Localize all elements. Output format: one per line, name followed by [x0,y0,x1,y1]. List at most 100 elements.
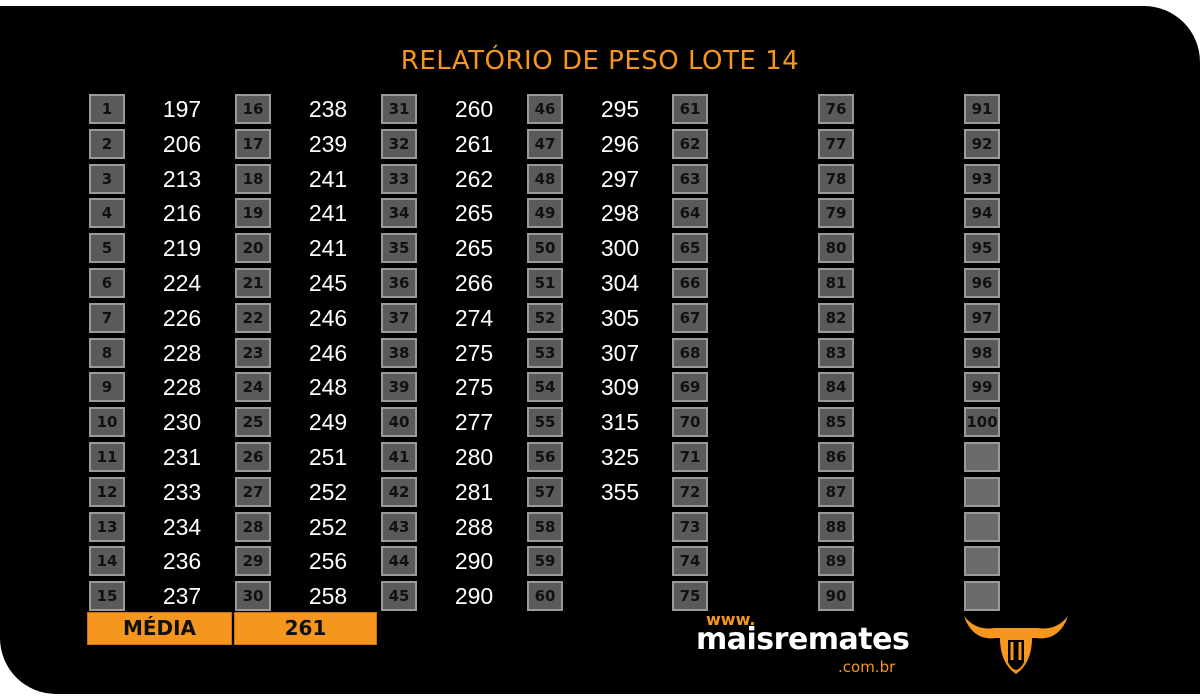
empty-number-cell [964,442,1000,472]
weight-value: 246 [308,304,348,331]
weight-value: 241 [308,235,348,262]
weight-value: 300 [600,235,640,262]
animal-number-cell: 30 [235,581,271,612]
animal-number-cell: 98 [964,337,1000,368]
animal-number-cell: 48 [527,163,563,194]
animal-number-cell: 80 [818,233,854,264]
weight-value: 237 [162,583,202,610]
weight-value: 275 [454,374,494,401]
weight-value: 226 [162,304,202,331]
weight-value: 304 [600,270,640,296]
weight-value: 295 [600,96,640,122]
animal-number-cell: 41 [381,442,417,472]
animal-number-cell: 19 [235,198,271,229]
animal-number-cell: 85 [818,407,854,438]
weight-value: 288 [454,513,494,540]
animal-number-cell: 51 [527,268,563,298]
weight-value: 245 [308,270,348,296]
animal-number-cell: 90 [818,581,854,612]
animal-number-cell: 69 [672,372,708,403]
animal-number-cell: 35 [381,233,417,264]
animal-number-cell: 76 [818,94,854,124]
weight-value: 246 [308,339,348,366]
animal-number-cell: 82 [818,302,854,333]
animal-number-cell: 96 [964,268,1000,298]
animal-number-cell: 94 [964,198,1000,229]
animal-number-cell: 34 [381,198,417,229]
weight-value: 296 [600,130,640,157]
weight-value: 256 [308,548,348,575]
animal-number-cell: 31 [381,94,417,124]
weight-value: 238 [308,96,348,122]
weight-value: 262 [454,165,494,192]
animal-number-cell: 24 [235,372,271,403]
animal-number-cell: 5 [89,233,125,264]
animal-number-cell: 18 [235,163,271,194]
weight-value: 290 [454,583,494,610]
animal-number-cell: 36 [381,268,417,298]
animal-number-cell: 100 [964,407,1000,438]
animal-number-cell: 97 [964,302,1000,333]
weight-value: 280 [454,444,494,470]
animal-number-cell: 14 [89,546,125,577]
animal-number-cell: 38 [381,337,417,368]
animal-number-cell: 8 [89,337,125,368]
animal-number-cell: 21 [235,268,271,298]
animal-number-cell: 7 [89,302,125,333]
animal-number-cell: 3 [89,163,125,194]
weight-value: 249 [308,409,348,436]
animal-number-cell: 77 [818,128,854,159]
weight-value: 197 [162,96,202,122]
animal-number-cell: 40 [381,407,417,438]
animal-number-cell: 59 [527,546,563,577]
weight-value: 258 [308,583,348,610]
report-title: RELATÓRIO DE PESO LOTE 14 [400,46,800,76]
animal-number-cell: 37 [381,302,417,333]
animal-number-cell: 6 [89,268,125,298]
animal-number-cell: 58 [527,511,563,542]
animal-number-cell: 65 [672,233,708,264]
animal-number-cell: 54 [527,372,563,403]
weight-value: 239 [308,130,348,157]
weight-value: 297 [600,165,640,192]
animal-number-cell: 92 [964,128,1000,159]
weight-value: 325 [600,444,640,470]
weight-value: 241 [308,165,348,192]
animal-number-cell: 28 [235,511,271,542]
weight-value: 224 [162,270,202,296]
weight-value: 252 [308,478,348,505]
animal-number-cell: 15 [89,581,125,612]
animal-number-cell: 95 [964,233,1000,264]
animal-number-cell: 91 [964,94,1000,124]
media-value: 261 [234,612,377,645]
weight-value: 233 [162,478,202,505]
animal-number-cell: 26 [235,442,271,472]
media-label: MÉDIA [87,612,232,645]
animal-number-cell: 86 [818,442,854,472]
animal-number-cell: 13 [89,511,125,542]
animal-number-cell: 99 [964,372,1000,403]
logo-domain: .com.br [838,658,896,676]
animal-number-cell: 55 [527,407,563,438]
animal-number-cell: 84 [818,372,854,403]
bull-logo-icon [964,616,1068,674]
animal-number-cell: 23 [235,337,271,368]
animal-number-cell: 53 [527,337,563,368]
weight-value: 230 [162,409,202,436]
animal-number-cell: 25 [235,407,271,438]
animal-number-cell: 9 [89,372,125,403]
animal-number-cell: 93 [964,163,1000,194]
animal-number-cell: 79 [818,198,854,229]
animal-number-cell: 71 [672,442,708,472]
animal-number-cell: 4 [89,198,125,229]
animal-number-cell: 49 [527,198,563,229]
weight-value: 315 [600,409,640,436]
animal-number-cell: 33 [381,163,417,194]
empty-number-cell [964,546,1000,577]
empty-number-cell [964,511,1000,542]
weight-value: 305 [600,304,640,331]
animal-number-cell: 75 [672,581,708,612]
animal-number-cell: 60 [527,581,563,612]
report-card: RELATÓRIO DE PESO LOTE 14 1 197 2 206 3 213 4 2… [0,6,1200,694]
weight-value: 216 [162,200,202,227]
